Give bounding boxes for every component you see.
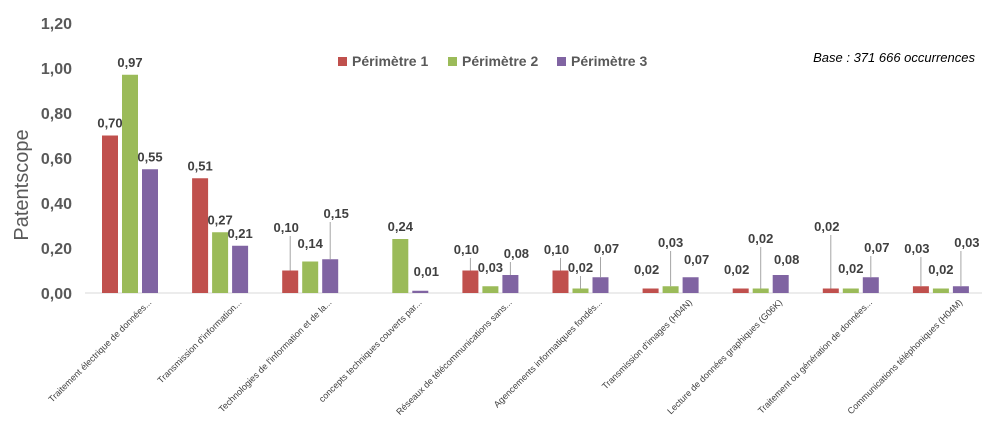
bar — [482, 286, 499, 293]
data-label: 0,15 — [324, 206, 349, 221]
data-label: 0,55 — [137, 149, 162, 164]
category-label: concepts techniques couverts par... — [317, 297, 424, 404]
bars — [102, 74, 969, 293]
bar — [212, 232, 229, 293]
data-label: 0,51 — [187, 158, 212, 173]
data-label: 0,01 — [414, 264, 439, 279]
bar — [682, 277, 699, 293]
data-label: 0,03 — [954, 235, 979, 250]
bar — [662, 286, 679, 293]
data-label: 0,07 — [864, 240, 889, 255]
category-labels: Traitement électrique de données... Trans… — [46, 297, 964, 417]
bar — [822, 288, 839, 293]
data-label: 0,02 — [928, 262, 953, 277]
y-tick-label: 0,00 — [41, 286, 72, 303]
bar — [842, 288, 859, 293]
y-axis-label: Patentscope — [11, 129, 33, 240]
data-label: 0,14 — [298, 236, 324, 251]
data-label: 0,10 — [454, 242, 479, 257]
legend-label: Périmètre 3 — [571, 53, 647, 69]
bar — [102, 135, 118, 293]
legend-swatch — [338, 57, 347, 66]
data-label: 0,02 — [724, 262, 749, 277]
bar — [572, 288, 589, 293]
data-label: 0,07 — [684, 252, 709, 267]
data-label: 0,70 — [97, 116, 122, 131]
legend-swatch — [557, 57, 566, 66]
bar — [142, 169, 158, 293]
data-label: 0,10 — [274, 220, 299, 235]
bar — [592, 277, 609, 293]
category-label: Traitement électrique de données... — [46, 297, 153, 404]
data-label: 0,97 — [117, 55, 142, 70]
data-label: 0,03 — [478, 260, 503, 275]
legend: Périmètre 1 Périmètre 2 Périmètre 3 — [338, 53, 647, 69]
bar — [122, 74, 138, 293]
data-label: 0,02 — [568, 260, 593, 275]
bar — [302, 261, 319, 293]
data-label: 0,24 — [388, 219, 414, 234]
category-label: Transmission d'images (H04N) — [600, 297, 694, 391]
data-label: 0,02 — [814, 219, 839, 234]
data-labels: 0,700,970,550,510,270,21 0,100,140,150,24… — [97, 55, 979, 279]
bar — [192, 178, 209, 293]
y-axis-ticks: 0,00 0,20 0,40 0,60 0,80 1,00 1,20 — [41, 16, 72, 303]
data-label: 0,02 — [634, 262, 659, 277]
bar — [282, 270, 299, 293]
category-label: Transmission d'information... — [156, 297, 244, 385]
data-label: 0,07 — [594, 241, 619, 256]
bar — [772, 275, 789, 293]
data-label: 0,03 — [658, 235, 683, 250]
bar — [952, 286, 969, 293]
data-label: 0,21 — [227, 226, 252, 241]
bar — [502, 275, 519, 293]
label-leader-lines — [289, 222, 962, 289]
category-label: Agencements informatiques fondés... — [492, 297, 604, 409]
data-label: 0,02 — [838, 261, 863, 276]
y-tick-label: 0,40 — [41, 196, 72, 213]
bar — [912, 286, 929, 293]
y-tick-label: 1,20 — [41, 16, 72, 33]
y-tick-label: 0,80 — [41, 106, 72, 123]
data-label: 0,10 — [544, 242, 569, 257]
data-label: 0,03 — [904, 241, 929, 256]
bar — [552, 270, 569, 293]
y-tick-label: 1,00 — [41, 61, 72, 78]
bar — [232, 245, 249, 293]
base-annotation: Base : 371 666 occurrences — [813, 50, 975, 65]
data-label: 0,02 — [748, 231, 773, 246]
data-label: 0,08 — [774, 252, 799, 267]
bar — [862, 277, 879, 293]
bar — [642, 288, 659, 293]
y-tick-label: 0,60 — [41, 151, 72, 168]
legend-swatch — [448, 57, 457, 66]
bar — [412, 290, 429, 293]
bar — [462, 270, 479, 293]
bar — [392, 239, 409, 293]
legend-label: Périmètre 2 — [462, 53, 538, 69]
data-label: 0,27 — [207, 212, 232, 227]
bar — [932, 288, 949, 293]
bar — [732, 288, 749, 293]
bar — [322, 259, 339, 293]
legend-label: Périmètre 1 — [352, 53, 428, 69]
data-label: 0,08 — [504, 246, 529, 261]
y-tick-label: 0,20 — [41, 241, 72, 258]
bar — [752, 288, 769, 293]
